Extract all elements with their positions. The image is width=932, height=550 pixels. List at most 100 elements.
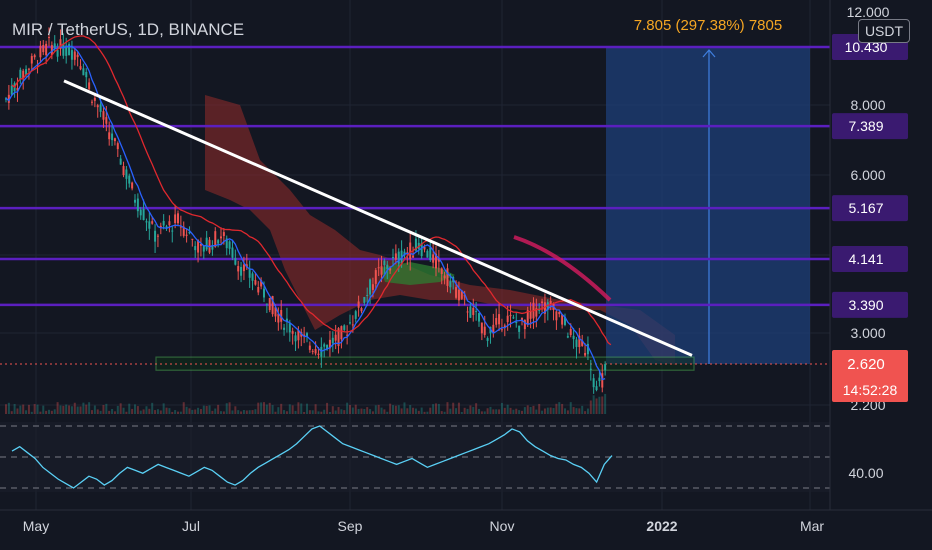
volume-bar (340, 409, 343, 414)
candle-body (495, 318, 498, 325)
candle-body (228, 241, 231, 249)
candle-body (478, 312, 480, 322)
candle-body (555, 311, 558, 321)
volume-bar (234, 406, 237, 414)
descending-trendline (63, 79, 693, 357)
candle-body (317, 353, 320, 355)
volume-bar (486, 408, 489, 414)
level-price-label-bg (832, 245, 908, 272)
volume-bar (265, 404, 268, 414)
volume-bar (248, 410, 251, 414)
volume-bar (85, 404, 88, 414)
volume-bar (151, 402, 154, 414)
time-tick-label: Jul (182, 518, 200, 534)
candle-body (466, 311, 469, 313)
candle-body (79, 66, 82, 70)
volume-bar (469, 405, 472, 414)
last-price-value: 2.620 (847, 356, 885, 373)
candle-body (340, 326, 343, 340)
candle-body (242, 264, 245, 272)
volume-bar (308, 410, 311, 414)
volume-bar (320, 411, 323, 414)
volume-bar (426, 411, 429, 414)
volume-bar (30, 411, 33, 414)
candle-body (331, 337, 334, 344)
candle-body (543, 302, 546, 314)
candle-body (56, 50, 59, 57)
candle-body (202, 245, 205, 252)
volume-bar (506, 404, 509, 414)
volume-bar (188, 408, 191, 414)
candle-body (326, 345, 329, 350)
candle-body (50, 45, 53, 56)
volume-bar (65, 404, 68, 414)
volume-bar (19, 405, 22, 414)
volume-bar (294, 410, 297, 414)
volume-bar (199, 409, 202, 414)
projection-curve (513, 235, 612, 302)
volume-bar (185, 406, 188, 414)
candle-body (541, 301, 544, 303)
candle-body (363, 296, 366, 303)
candle-body (443, 275, 446, 279)
candle-body (420, 242, 423, 257)
volume-bar (142, 409, 145, 414)
volume-bar (541, 410, 544, 414)
candle-body (518, 325, 521, 332)
volume-bar (495, 409, 498, 414)
candle-body (234, 258, 237, 265)
candle-body (16, 88, 19, 91)
volume-bar (96, 409, 99, 414)
candle-body (136, 198, 139, 212)
candle-body (39, 45, 42, 58)
volume-bar (62, 405, 65, 414)
volume-bar (343, 410, 346, 414)
candle-body (389, 267, 392, 271)
candle-body (584, 353, 587, 356)
volume-bar (478, 408, 480, 414)
candle-body (308, 345, 311, 350)
level-price-label-bg (832, 113, 908, 140)
volume-bar (535, 409, 538, 414)
volume-bar (16, 408, 19, 414)
volume-bar (460, 411, 463, 414)
candle-body (575, 339, 578, 347)
candle-body (30, 56, 33, 64)
candle-body (526, 310, 529, 325)
volume-bar (108, 410, 111, 414)
volume-bar (263, 402, 265, 414)
candle-body (65, 45, 68, 56)
candle-body (96, 105, 99, 108)
volume-bar (73, 402, 76, 414)
volume-bar (326, 402, 329, 414)
candle-body (506, 315, 509, 323)
volume-bar (25, 410, 28, 414)
slow-moving-average (11, 35, 612, 346)
candle-body (111, 133, 114, 141)
candle-body (351, 324, 354, 326)
volume-bar (584, 411, 587, 414)
volume-bar (125, 411, 128, 414)
candle-body (254, 280, 257, 285)
volume-bar (440, 411, 443, 414)
candle-body (197, 239, 200, 253)
time-tick-label: Mar (800, 518, 824, 534)
candle-body (188, 231, 191, 234)
volume-bar (53, 409, 56, 414)
volume-bar (231, 410, 234, 414)
candle-body (102, 111, 105, 120)
candle-body (93, 97, 96, 101)
volume-bar (363, 408, 366, 414)
candle-body (222, 232, 225, 237)
candle-body (535, 308, 538, 317)
volume-bar (604, 393, 607, 414)
volume-bar (225, 403, 228, 414)
volume-bar (515, 408, 518, 414)
candle-body (498, 314, 501, 325)
currency-button[interactable]: USDT (858, 19, 910, 43)
candle-body (500, 329, 503, 331)
candle-body (154, 230, 157, 242)
candle-body (171, 230, 174, 232)
volume-bar (288, 404, 291, 414)
